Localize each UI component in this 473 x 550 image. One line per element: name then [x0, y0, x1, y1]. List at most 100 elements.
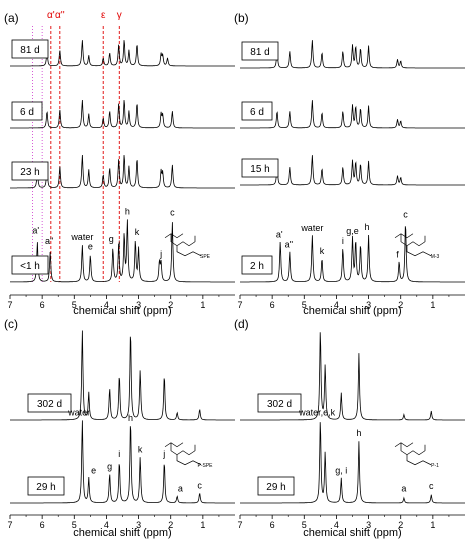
time-label-box: [11, 161, 49, 181]
peak-label: a'': [285, 240, 294, 250]
peak-label: water: [70, 232, 93, 242]
x-tick-label: 4: [334, 300, 339, 310]
time-label-box: [241, 41, 279, 61]
time-label: 302 d: [267, 399, 292, 410]
peak-label: water: [67, 407, 90, 417]
peak-label: c: [429, 481, 434, 491]
x-tick-label: 1: [200, 300, 205, 310]
peak-label: g, i: [335, 465, 347, 475]
time-label: 29 h: [36, 482, 55, 493]
spectrum-trace: [10, 99, 235, 129]
peak-label: g: [109, 234, 114, 244]
marker-label: α': [47, 10, 55, 21]
x-tick-label: 3: [366, 520, 371, 530]
marker-label: ε: [101, 10, 106, 21]
peak-label: c: [170, 207, 175, 217]
panel-label: (c): [4, 317, 18, 331]
time-label: 81 d: [250, 47, 269, 58]
x-tick-label: 7: [237, 520, 242, 530]
time-label-box: [241, 255, 273, 275]
x-tick-label: 3: [366, 300, 371, 310]
peak-label: i: [118, 239, 120, 249]
x-tick-label: 6: [40, 300, 45, 310]
x-tick-label: 6: [270, 520, 275, 530]
x-tick-label: 7: [237, 300, 242, 310]
time-label-box: [257, 476, 295, 496]
time-label-box: [257, 393, 302, 413]
time-label: 29 h: [266, 482, 285, 493]
peak-label: i: [342, 236, 344, 246]
peak-label: g,e: [346, 226, 359, 236]
panel-label: (d): [234, 317, 249, 331]
x-axis-title: chemical shift (ppm): [303, 527, 401, 539]
peak-label: a': [276, 229, 283, 239]
x-tick-label: 2: [398, 520, 403, 530]
peak-label: a': [32, 225, 39, 235]
peak-label: k: [138, 445, 143, 455]
peak-label: k: [135, 227, 140, 237]
x-tick-label: 1: [200, 520, 205, 530]
structure-sketch-1: M-3: [394, 233, 440, 260]
panel-d: (d) 302 d 29 h water,e,k g, i h a c P-1 7 6 5 4 3 2 1 ch…: [234, 317, 465, 539]
time-label: 302 d: [37, 399, 62, 410]
x-tick-label: 5: [72, 520, 77, 530]
time-label-box: [27, 393, 72, 413]
x-tick-label: 5: [72, 300, 77, 310]
peak-label: a: [178, 484, 183, 494]
peak-label: h: [364, 222, 369, 232]
structure-sketch-2: P-SPE: [164, 442, 213, 469]
compound-label: P-SPE: [197, 463, 213, 469]
panel-label: (a): [4, 11, 19, 25]
peak-label: c: [403, 209, 408, 219]
peak-label: a: [401, 484, 406, 494]
peak-label: h: [356, 428, 361, 438]
peak-label: e: [88, 242, 93, 252]
time-label: 23 h: [20, 167, 39, 178]
panel-label: (b): [234, 11, 249, 25]
x-tick-label: 6: [270, 300, 275, 310]
peak-label: h: [125, 207, 130, 217]
time-label: <1 h: [20, 261, 40, 272]
panel-c: (c) 302 d 29 h water e gi h k j a c P-SPE 7 6 5 4 3 2 1 che…: [4, 317, 235, 539]
peak-label: a'': [45, 236, 54, 246]
x-tick-label: 6: [40, 520, 45, 530]
structure-sketch-0: SPE: [164, 233, 211, 260]
compound-label: P-1: [431, 463, 439, 469]
peak-label: h: [128, 413, 133, 423]
time-label: 15 h: [250, 164, 269, 175]
peak-label: f: [396, 250, 399, 260]
peak-label: water: [300, 223, 323, 233]
x-tick-label: 4: [104, 300, 109, 310]
spectrum-trace: [10, 330, 235, 421]
compound-label: M-3: [431, 254, 440, 260]
spectrum-trace: [10, 219, 235, 283]
x-tick-label: 1: [430, 520, 435, 530]
x-tick-label: 4: [104, 520, 109, 530]
spectrum-trace: [240, 226, 465, 283]
time-label-box: [27, 476, 65, 496]
spectrum-trace: [240, 100, 465, 129]
x-tick-label: 2: [168, 300, 173, 310]
x-tick-label: 4: [334, 520, 339, 530]
peak-label: e: [91, 465, 96, 475]
x-axis-title: chemical shift (ppm): [73, 527, 171, 539]
time-label-box: [241, 158, 279, 178]
time-label-box: [11, 101, 43, 121]
time-label-box: [11, 39, 49, 59]
panel-b: (b) 81 d 6 d 15 h 2 h a'a'' water k ig,e h f c M-3 7 6…: [234, 11, 465, 317]
spectrum-trace: [240, 332, 465, 421]
marker-label: γ: [117, 10, 122, 21]
x-tick-label: 1: [430, 300, 435, 310]
x-tick-label: 3: [136, 300, 141, 310]
time-label: 81 d: [20, 45, 39, 56]
x-tick-label: 7: [7, 300, 12, 310]
peak-label: c: [197, 480, 202, 490]
spectrum-trace: [240, 422, 465, 504]
x-tick-label: 3: [136, 520, 141, 530]
x-tick-label: 5: [302, 520, 307, 530]
time-label: 6 d: [250, 107, 264, 118]
peak-label: j: [162, 449, 165, 459]
time-label-box: [11, 255, 49, 275]
peak-label: g: [107, 461, 112, 471]
